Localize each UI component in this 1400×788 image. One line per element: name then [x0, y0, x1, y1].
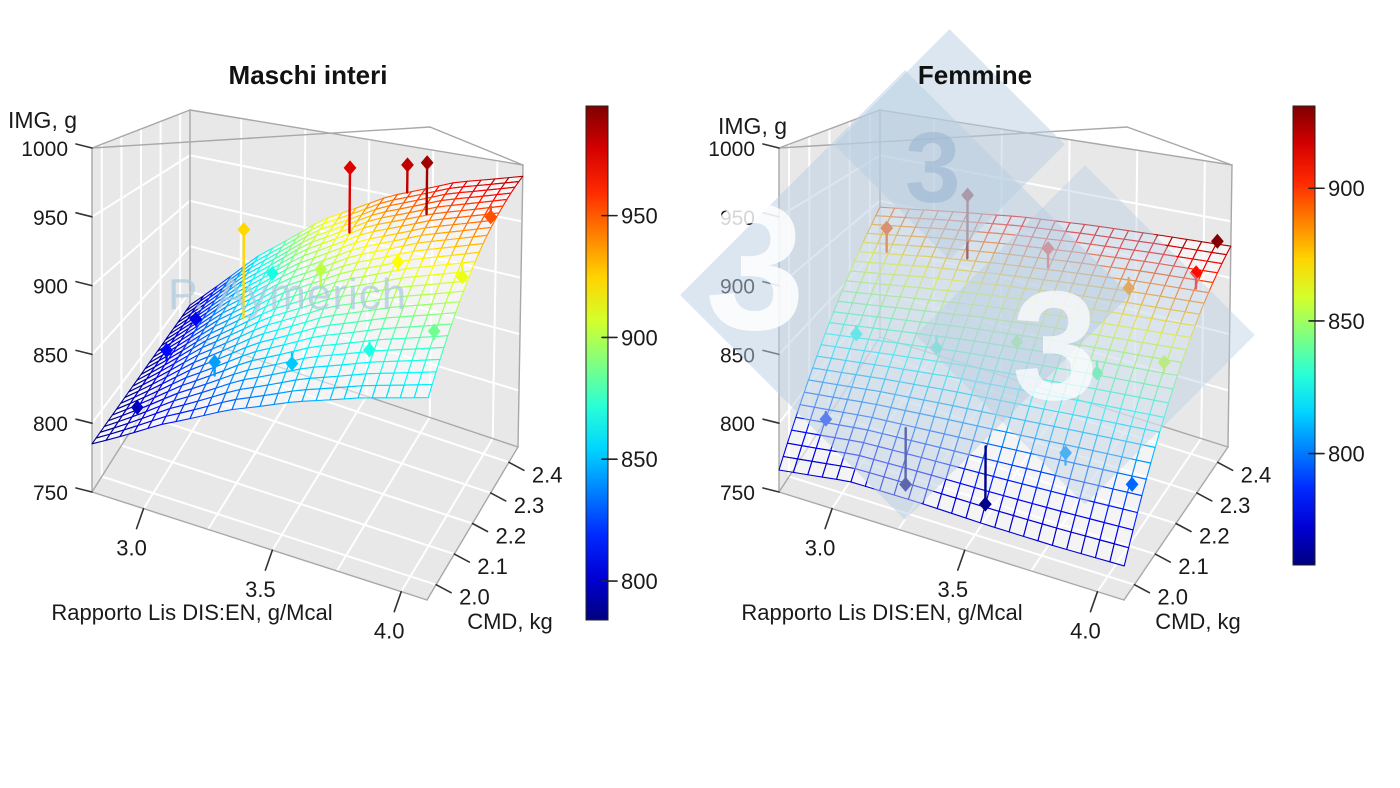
plot-0: 750 800 850 900 950 1000 3.0 3.5 4.0 2.0 2.1 2.2 2.3…: [21, 105, 658, 644]
svg-text:850: 850: [621, 447, 658, 472]
plot-1: 750 800 850 900 950 1000 3.0 3.5 4.0 2.0 2.1 2.2 2.3…: [708, 105, 1365, 644]
svg-text:2.1: 2.1: [477, 554, 508, 579]
svg-text:850: 850: [33, 344, 68, 367]
z-axis-label-right: IMG, g: [718, 113, 788, 139]
svg-text:950: 950: [720, 207, 755, 230]
svg-text:2.3: 2.3: [514, 493, 545, 518]
y-axis-label-right: CMD, kg: [1155, 609, 1241, 634]
x-axis-label-right: Rapporto Lis DIS:EN, g/Mcal: [741, 600, 1023, 625]
svg-text:2.3: 2.3: [1220, 493, 1251, 518]
x-axis-label-left: Rapporto Lis DIS:EN, g/Mcal: [51, 600, 333, 625]
surface-mesh: [91, 175, 524, 445]
svg-text:800: 800: [1328, 442, 1365, 467]
svg-text:2.1: 2.1: [1178, 554, 1209, 579]
svg-text:2.4: 2.4: [532, 462, 563, 487]
z-axis-label-left: IMG, g: [8, 107, 78, 133]
svg-text:3.5: 3.5: [937, 577, 968, 602]
svg-text:900: 900: [33, 276, 68, 299]
svg-text:4.0: 4.0: [1070, 619, 1101, 644]
svg-text:900: 900: [1328, 176, 1365, 201]
svg-text:900: 900: [621, 325, 658, 350]
svg-text:800: 800: [720, 413, 755, 436]
data-points: [130, 155, 498, 415]
svg-text:2.0: 2.0: [1157, 585, 1188, 610]
svg-text:3.5: 3.5: [245, 577, 276, 602]
svg-text:950: 950: [33, 207, 68, 230]
svg-text:3.0: 3.0: [805, 536, 836, 561]
svg-text:2.4: 2.4: [1241, 462, 1272, 487]
svg-text:2.0: 2.0: [459, 585, 490, 610]
svg-text:850: 850: [1328, 309, 1365, 334]
svg-text:2.2: 2.2: [496, 524, 527, 549]
svg-text:3.0: 3.0: [116, 536, 147, 561]
plot-title-males: Maschi interi: [228, 60, 388, 90]
svg-text:800: 800: [33, 413, 68, 436]
svg-text:1000: 1000: [708, 138, 755, 161]
svg-text:800: 800: [621, 569, 658, 594]
svg-text:750: 750: [720, 482, 755, 505]
plot-title-females: Femmine: [917, 60, 1033, 90]
svg-text:2.2: 2.2: [1199, 524, 1230, 549]
svg-text:900: 900: [720, 276, 755, 299]
svg-text:1000: 1000: [21, 138, 68, 161]
svg-text:950: 950: [621, 204, 658, 229]
svg-text:850: 850: [720, 344, 755, 367]
svg-text:4.0: 4.0: [374, 619, 405, 644]
y-axis-label-left: CMD, kg: [467, 609, 553, 634]
svg-text:750: 750: [33, 482, 68, 505]
